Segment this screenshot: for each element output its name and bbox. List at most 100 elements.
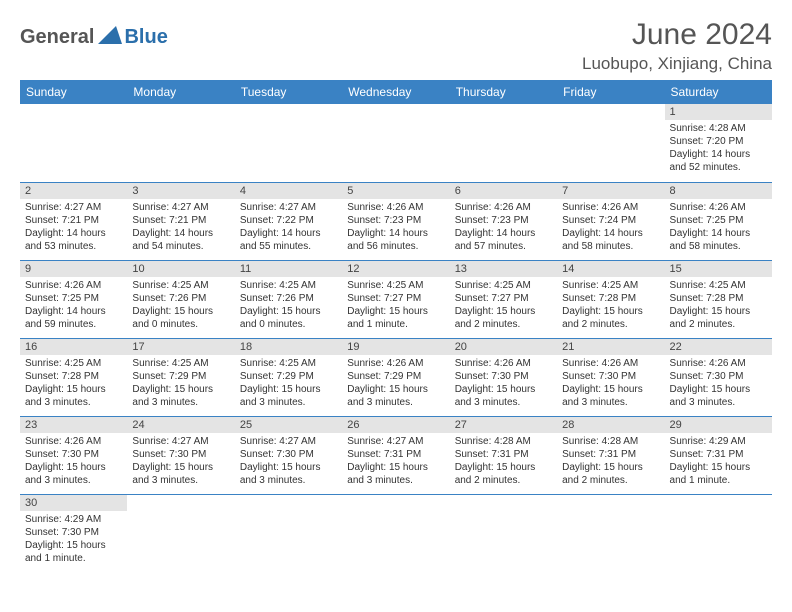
calendar-day-cell: 4Sunrise: 4:27 AMSunset: 7:22 PMDaylight… [235,182,342,260]
day-info: Sunrise: 4:26 AMSunset: 7:30 PMDaylight:… [450,355,557,411]
location: Luobupo, Xinjiang, China [582,54,772,74]
day-info: Sunrise: 4:25 AMSunset: 7:26 PMDaylight:… [235,277,342,333]
calendar-day-cell [557,104,664,182]
logo-text-general: General [20,26,94,49]
day-info: Sunrise: 4:29 AMSunset: 7:31 PMDaylight:… [665,433,772,489]
day-number: 13 [450,261,557,277]
calendar-day-cell: 6Sunrise: 4:26 AMSunset: 7:23 PMDaylight… [450,182,557,260]
calendar-day-cell: 28Sunrise: 4:28 AMSunset: 7:31 PMDayligh… [557,416,664,494]
day-info: Sunrise: 4:26 AMSunset: 7:24 PMDaylight:… [557,199,664,255]
day-info: Sunrise: 4:25 AMSunset: 7:26 PMDaylight:… [127,277,234,333]
calendar-day-cell [342,494,449,572]
calendar-day-cell [127,494,234,572]
calendar-week-row: 9Sunrise: 4:26 AMSunset: 7:25 PMDaylight… [20,260,772,338]
calendar-day-cell [20,104,127,182]
day-info: Sunrise: 4:27 AMSunset: 7:30 PMDaylight:… [127,433,234,489]
calendar-day-cell [557,494,664,572]
day-info: Sunrise: 4:26 AMSunset: 7:29 PMDaylight:… [342,355,449,411]
weekday-header: Tuesday [235,80,342,104]
day-number: 15 [665,261,772,277]
day-info: Sunrise: 4:25 AMSunset: 7:29 PMDaylight:… [127,355,234,411]
calendar-day-cell: 26Sunrise: 4:27 AMSunset: 7:31 PMDayligh… [342,416,449,494]
calendar-day-cell: 16Sunrise: 4:25 AMSunset: 7:28 PMDayligh… [20,338,127,416]
day-info: Sunrise: 4:26 AMSunset: 7:23 PMDaylight:… [342,199,449,255]
calendar-day-cell: 7Sunrise: 4:26 AMSunset: 7:24 PMDaylight… [557,182,664,260]
calendar-week-row: 1Sunrise: 4:28 AMSunset: 7:20 PMDaylight… [20,104,772,182]
calendar-day-cell [235,104,342,182]
day-number: 22 [665,339,772,355]
calendar-day-cell: 17Sunrise: 4:25 AMSunset: 7:29 PMDayligh… [127,338,234,416]
day-number: 11 [235,261,342,277]
calendar-day-cell: 3Sunrise: 4:27 AMSunset: 7:21 PMDaylight… [127,182,234,260]
day-number: 25 [235,417,342,433]
day-info: Sunrise: 4:25 AMSunset: 7:28 PMDaylight:… [557,277,664,333]
logo: General Blue [20,26,168,49]
day-info: Sunrise: 4:26 AMSunset: 7:23 PMDaylight:… [450,199,557,255]
day-info: Sunrise: 4:28 AMSunset: 7:20 PMDaylight:… [665,120,772,176]
day-number: 23 [20,417,127,433]
day-info: Sunrise: 4:27 AMSunset: 7:31 PMDaylight:… [342,433,449,489]
day-number: 6 [450,183,557,199]
day-info: Sunrise: 4:26 AMSunset: 7:30 PMDaylight:… [665,355,772,411]
logo-sail-icon [98,26,122,49]
day-info: Sunrise: 4:28 AMSunset: 7:31 PMDaylight:… [450,433,557,489]
day-number: 30 [20,495,127,511]
day-number: 29 [665,417,772,433]
day-number: 1 [665,104,772,120]
calendar-day-cell: 19Sunrise: 4:26 AMSunset: 7:29 PMDayligh… [342,338,449,416]
day-number: 12 [342,261,449,277]
weekday-header: Thursday [450,80,557,104]
calendar-day-cell: 24Sunrise: 4:27 AMSunset: 7:30 PMDayligh… [127,416,234,494]
day-info: Sunrise: 4:26 AMSunset: 7:25 PMDaylight:… [20,277,127,333]
calendar-day-cell: 20Sunrise: 4:26 AMSunset: 7:30 PMDayligh… [450,338,557,416]
calendar-table: Sunday Monday Tuesday Wednesday Thursday… [20,80,772,572]
calendar-day-cell: 2Sunrise: 4:27 AMSunset: 7:21 PMDaylight… [20,182,127,260]
calendar-day-cell [450,494,557,572]
header: General Blue June 2024 Luobupo, Xinjiang… [20,18,772,74]
day-number: 18 [235,339,342,355]
day-number: 5 [342,183,449,199]
day-info: Sunrise: 4:27 AMSunset: 7:21 PMDaylight:… [127,199,234,255]
day-number: 3 [127,183,234,199]
calendar-day-cell: 14Sunrise: 4:25 AMSunset: 7:28 PMDayligh… [557,260,664,338]
day-number: 28 [557,417,664,433]
calendar-day-cell: 30Sunrise: 4:29 AMSunset: 7:30 PMDayligh… [20,494,127,572]
calendar-day-cell: 12Sunrise: 4:25 AMSunset: 7:27 PMDayligh… [342,260,449,338]
calendar-day-cell [342,104,449,182]
day-number: 14 [557,261,664,277]
calendar-day-cell: 18Sunrise: 4:25 AMSunset: 7:29 PMDayligh… [235,338,342,416]
day-number: 8 [665,183,772,199]
weekday-header-row: Sunday Monday Tuesday Wednesday Thursday… [20,80,772,104]
day-number: 10 [127,261,234,277]
day-info: Sunrise: 4:25 AMSunset: 7:28 PMDaylight:… [665,277,772,333]
day-number: 9 [20,261,127,277]
calendar-day-cell [665,494,772,572]
day-info: Sunrise: 4:29 AMSunset: 7:30 PMDaylight:… [20,511,127,567]
day-number: 20 [450,339,557,355]
month-title: June 2024 [582,18,772,52]
weekday-header: Sunday [20,80,127,104]
calendar-week-row: 16Sunrise: 4:25 AMSunset: 7:28 PMDayligh… [20,338,772,416]
calendar-day-cell [450,104,557,182]
calendar-day-cell: 11Sunrise: 4:25 AMSunset: 7:26 PMDayligh… [235,260,342,338]
calendar-day-cell: 1Sunrise: 4:28 AMSunset: 7:20 PMDaylight… [665,104,772,182]
day-info: Sunrise: 4:26 AMSunset: 7:30 PMDaylight:… [557,355,664,411]
calendar-week-row: 23Sunrise: 4:26 AMSunset: 7:30 PMDayligh… [20,416,772,494]
calendar-day-cell: 15Sunrise: 4:25 AMSunset: 7:28 PMDayligh… [665,260,772,338]
logo-text-blue: Blue [124,26,167,49]
day-number: 4 [235,183,342,199]
calendar-day-cell: 29Sunrise: 4:29 AMSunset: 7:31 PMDayligh… [665,416,772,494]
calendar-day-cell: 8Sunrise: 4:26 AMSunset: 7:25 PMDaylight… [665,182,772,260]
calendar-day-cell: 9Sunrise: 4:26 AMSunset: 7:25 PMDaylight… [20,260,127,338]
day-info: Sunrise: 4:25 AMSunset: 7:27 PMDaylight:… [342,277,449,333]
calendar-week-row: 2Sunrise: 4:27 AMSunset: 7:21 PMDaylight… [20,182,772,260]
day-number: 2 [20,183,127,199]
day-number: 26 [342,417,449,433]
weekday-header: Monday [127,80,234,104]
weekday-header: Saturday [665,80,772,104]
day-number: 16 [20,339,127,355]
calendar-day-cell [235,494,342,572]
weekday-header: Wednesday [342,80,449,104]
day-info: Sunrise: 4:26 AMSunset: 7:25 PMDaylight:… [665,199,772,255]
weekday-header: Friday [557,80,664,104]
